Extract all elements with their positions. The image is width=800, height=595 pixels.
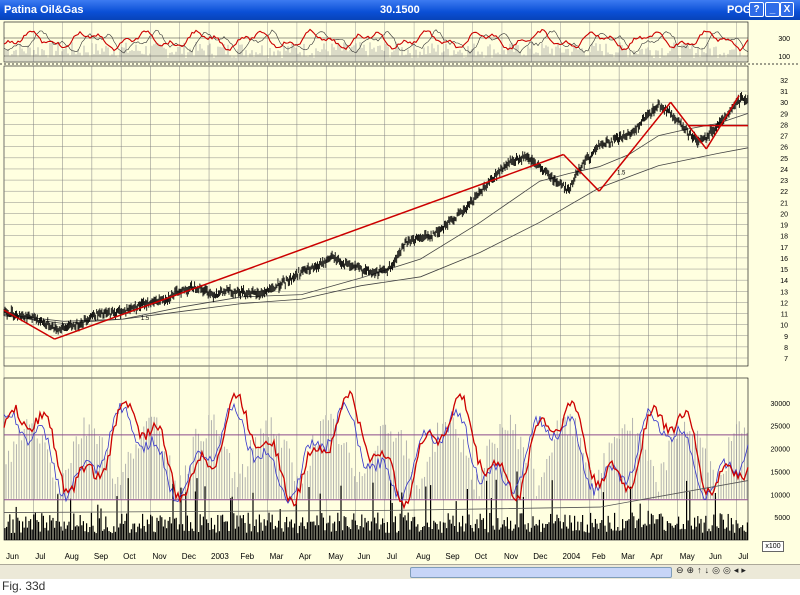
x-tick-label: Dec — [182, 552, 196, 561]
close-button[interactable]: X — [780, 2, 794, 17]
volume-tick-label: 20000 — [771, 447, 791, 454]
target-icon[interactable]: ◎ — [722, 565, 734, 575]
target-icon[interactable]: ◎ — [712, 565, 723, 575]
price-tick-label: 19 — [780, 223, 788, 230]
window-title: Patina Oil&Gas — [4, 4, 84, 16]
chart-window: Patina Oil&Gas 30.1500 POG ? _ X Jun Jul A… — [0, 0, 800, 579]
price-tick-label: 18 — [780, 234, 788, 241]
scale-indicator[interactable]: x100 — [762, 541, 784, 552]
x-tick-label: Jun — [709, 552, 722, 561]
x-tick-label: May — [328, 552, 343, 561]
chart-canvas[interactable]: Jun Jul Aug Sep Oct Nov Dec 2003 Feb Mar Apr May Jun… — [0, 0, 800, 578]
price-tick-label: 20 — [780, 211, 788, 218]
annotation-label: 1.5 — [617, 171, 626, 177]
arrow-right-icon[interactable]: ▸ — [741, 565, 749, 575]
price-tick-label: 11 — [781, 312, 788, 319]
price-tick-label: 12 — [780, 300, 788, 307]
x-tick-label: Sep — [94, 552, 109, 561]
zoom-out-icon[interactable]: ⊖ — [676, 565, 687, 575]
figure-caption: Fig. 33d — [2, 579, 46, 593]
oscillator-line-blue — [3, 401, 749, 504]
volume-tick-label: 10000 — [771, 492, 791, 499]
x-tick-label: 2004 — [563, 552, 581, 561]
price-panel-frame — [3, 65, 749, 367]
x-tick-label: Sep — [445, 552, 460, 561]
price-tick-label: 10 — [780, 323, 788, 330]
arrow-down-icon[interactable]: ↓ — [704, 565, 713, 575]
price-tick-label: 8 — [784, 345, 788, 352]
trendline — [54, 153, 564, 340]
trendline — [598, 101, 672, 192]
x-tick-label: Nov — [504, 552, 518, 561]
indicator-tick-label: 300 — [778, 36, 790, 43]
x-tick-label: Feb — [240, 552, 254, 561]
volume-average-line — [3, 480, 749, 513]
trendline — [705, 95, 740, 150]
volume-tick-label: 25000 — [771, 424, 791, 431]
ticker-symbol: POG — [727, 4, 752, 16]
price-tick-label: 21 — [780, 200, 788, 207]
price-tick-label: 7 — [784, 356, 788, 363]
volume-tick-label: 30000 — [771, 401, 791, 408]
price-tick-label: 26 — [780, 145, 788, 152]
price-tick-label: 23 — [780, 178, 788, 185]
scroll-bar[interactable]: ⊖⊕↑↓◎◎◂▸ — [0, 564, 800, 579]
scroll-thumb[interactable] — [410, 567, 672, 578]
last-price: 30.1500 — [380, 4, 420, 16]
zoom-in-icon[interactable]: ⊕ — [686, 565, 698, 575]
price-tick-label: 9 — [784, 334, 788, 341]
minimize-button[interactable]: _ — [765, 2, 780, 17]
oscillator-line-red — [3, 390, 749, 510]
arrow-left-icon[interactable]: ◂ — [733, 565, 742, 575]
price-tick-label: 14 — [780, 278, 788, 285]
volume-tick-label: 5000 — [774, 515, 790, 522]
price-tick-label: 17 — [780, 245, 788, 252]
price-tick-label: 22 — [780, 189, 788, 196]
price-tick-label: 31 — [780, 89, 788, 96]
price-tick-label: 29 — [780, 111, 788, 118]
price-tick-label: 15 — [780, 267, 788, 274]
x-tick-label: Jun — [6, 552, 19, 561]
x-tick-label: Oct — [475, 552, 488, 561]
price-tick-label: 32 — [780, 78, 788, 85]
x-tick-label: Jul — [387, 552, 397, 561]
x-tick-label: Mar — [621, 552, 635, 561]
x-tick-label: Mar — [270, 552, 284, 561]
x-tick-label: Nov — [152, 552, 166, 561]
x-tick-label: Jul — [738, 552, 748, 561]
x-tick-label: Aug — [416, 552, 430, 561]
moving-average-line — [3, 147, 749, 322]
x-tick-label: May — [680, 552, 695, 561]
moving-average-line — [3, 113, 749, 324]
price-tick-label: 24 — [780, 167, 788, 174]
arrow-up-icon[interactable]: ↑ — [697, 565, 705, 575]
price-tick-label: 27 — [780, 134, 788, 141]
price-tick-label: 25 — [780, 156, 788, 163]
x-tick-label: Apr — [299, 552, 312, 561]
x-tick-label: Jun — [357, 552, 370, 561]
x-tick-label: Jul — [35, 552, 45, 561]
trendline — [3, 309, 55, 340]
annotation-label: 1.5 — [141, 316, 150, 322]
price-tick-label: 13 — [780, 289, 788, 296]
x-tick-label: Dec — [533, 552, 547, 561]
title-bar[interactable]: Patina Oil&Gas 30.1500 POG ? _ X — [0, 0, 800, 20]
nav-toolbar[interactable]: ⊖⊕↑↓◎◎◂▸ — [676, 565, 749, 576]
trendline — [562, 153, 600, 192]
x-tick-label: Aug — [65, 552, 79, 561]
price-tick-label: 16 — [780, 256, 788, 263]
x-tick-label: Apr — [650, 552, 663, 561]
indicator-line-red — [3, 28, 749, 52]
price-tick-label: 28 — [780, 122, 788, 129]
volume-tick-label: 15000 — [771, 469, 791, 476]
x-tick-label: Oct — [123, 552, 136, 561]
help-button[interactable]: ? — [749, 2, 764, 17]
volume-panel-frame — [3, 377, 749, 541]
indicator-tick-label: 100 — [778, 54, 790, 61]
x-tick-label: Feb — [592, 552, 606, 561]
indicator-line-black — [3, 29, 749, 55]
x-tick-label: 2003 — [211, 552, 229, 561]
price-tick-label: 30 — [780, 100, 788, 107]
